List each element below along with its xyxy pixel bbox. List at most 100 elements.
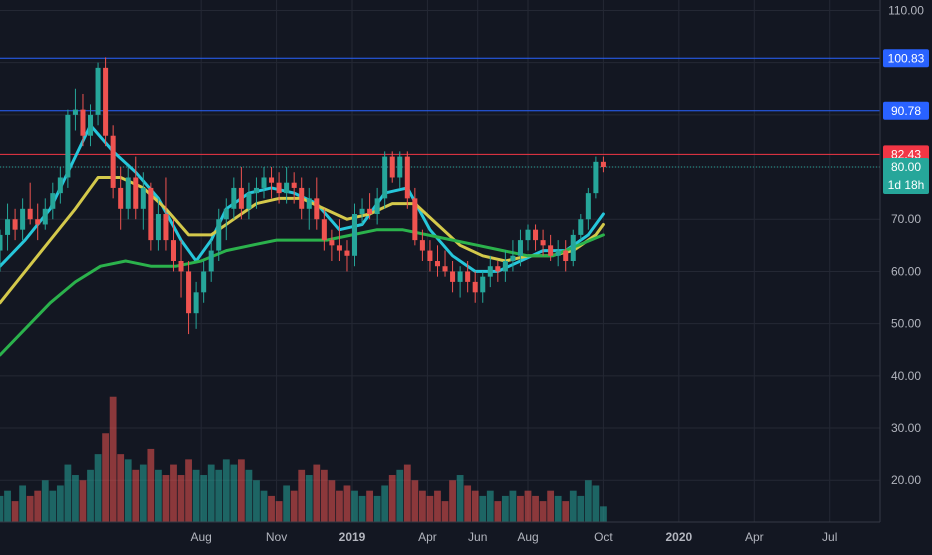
volume-bar bbox=[124, 459, 132, 522]
volume-bar bbox=[200, 475, 208, 522]
volume-bar bbox=[569, 490, 577, 522]
volume-bar bbox=[79, 480, 87, 522]
volume-bar bbox=[207, 464, 215, 522]
volume-bar bbox=[162, 475, 170, 522]
candle bbox=[457, 266, 463, 298]
candle-body bbox=[12, 219, 18, 230]
volume-bar bbox=[283, 485, 291, 522]
candle bbox=[5, 203, 11, 251]
candle-body bbox=[510, 255, 516, 261]
volume-bar bbox=[11, 501, 19, 522]
candle-body bbox=[555, 250, 561, 256]
time-tick-label: 2020 bbox=[666, 530, 693, 544]
candle-body bbox=[374, 198, 380, 215]
volume-bar bbox=[64, 464, 72, 522]
volume-bar bbox=[109, 396, 117, 522]
volume-bar bbox=[275, 501, 283, 522]
candle bbox=[133, 156, 139, 220]
price-axis-bg bbox=[880, 0, 932, 550]
volume-bar bbox=[464, 485, 472, 522]
candle bbox=[216, 208, 222, 261]
candle bbox=[600, 156, 606, 173]
time-tick-label: Jul bbox=[822, 530, 837, 544]
candle bbox=[50, 182, 56, 220]
candle bbox=[299, 177, 305, 220]
candle-body bbox=[570, 234, 576, 261]
candle bbox=[450, 261, 456, 293]
candle bbox=[472, 271, 478, 303]
price-axis[interactable]: 20.0030.0040.0050.0060.0070.0080.0090.00… bbox=[879, 0, 932, 550]
candle-body bbox=[20, 208, 26, 230]
candle-body bbox=[412, 198, 418, 241]
candle-body bbox=[517, 240, 523, 256]
volume-bars bbox=[0, 396, 607, 522]
time-tick-label: Apr bbox=[418, 530, 437, 544]
candle-body bbox=[593, 161, 599, 194]
volume-bar bbox=[343, 485, 351, 522]
candle-body bbox=[585, 193, 591, 220]
price-tick-label: 30.00 bbox=[891, 421, 921, 435]
volume-bar bbox=[396, 469, 404, 522]
candle-body bbox=[352, 214, 358, 256]
volume-bar bbox=[524, 490, 532, 522]
candle bbox=[314, 177, 320, 230]
candle-body bbox=[291, 182, 297, 188]
candle bbox=[178, 240, 184, 298]
time-axis-bg bbox=[0, 522, 932, 550]
candle-body bbox=[344, 250, 350, 256]
volume-bar bbox=[486, 490, 494, 522]
last-price-label: 80.00 bbox=[891, 160, 921, 174]
candle-body bbox=[397, 156, 403, 178]
candle bbox=[170, 219, 176, 272]
volume-bar bbox=[358, 495, 366, 522]
candle bbox=[65, 109, 71, 188]
candle-body bbox=[276, 182, 282, 194]
candle bbox=[276, 172, 282, 204]
candle bbox=[118, 167, 124, 230]
candle bbox=[397, 151, 403, 188]
candle-body bbox=[42, 208, 48, 225]
time-tick-label: Jun bbox=[468, 530, 487, 544]
candle bbox=[155, 198, 161, 251]
price-tick-label: 60.00 bbox=[891, 264, 921, 278]
candle-body bbox=[450, 271, 456, 282]
candle-body bbox=[600, 161, 606, 168]
candle bbox=[585, 187, 591, 230]
candle-body bbox=[533, 229, 539, 241]
candle bbox=[427, 240, 433, 272]
volume-bar bbox=[185, 459, 192, 522]
candle bbox=[110, 125, 116, 199]
candle-body bbox=[472, 281, 478, 293]
volume-bar bbox=[592, 485, 600, 522]
volume-bar bbox=[215, 469, 223, 522]
candle bbox=[570, 229, 576, 267]
candle-body bbox=[208, 250, 214, 272]
candle bbox=[533, 224, 539, 251]
candle-body bbox=[359, 208, 365, 215]
candle bbox=[163, 177, 169, 251]
volume-bar bbox=[532, 495, 539, 522]
volume-bar bbox=[102, 433, 109, 522]
candle-body bbox=[261, 177, 267, 188]
candle-body bbox=[465, 271, 471, 282]
candle-body bbox=[434, 261, 440, 267]
candle-body bbox=[170, 240, 176, 261]
candle bbox=[20, 198, 26, 241]
candle bbox=[261, 167, 267, 199]
time-axis[interactable]: Aug Nov 2019 Apr Jun Aug Oct 2020 Apr Jul bbox=[0, 521, 932, 550]
candle-body bbox=[367, 208, 373, 215]
time-tick-label: Oct bbox=[594, 530, 613, 544]
candle-body bbox=[110, 135, 116, 188]
volume-bar bbox=[237, 459, 245, 522]
candle bbox=[465, 261, 471, 293]
candle bbox=[404, 151, 410, 209]
volume-bar bbox=[449, 480, 456, 522]
candle-body bbox=[336, 245, 342, 251]
candle bbox=[208, 240, 214, 282]
candle bbox=[374, 187, 380, 225]
candle bbox=[193, 281, 199, 329]
candle-body bbox=[578, 219, 584, 235]
price-tick-label: 40.00 bbox=[891, 369, 921, 383]
volume-bar bbox=[479, 495, 487, 522]
